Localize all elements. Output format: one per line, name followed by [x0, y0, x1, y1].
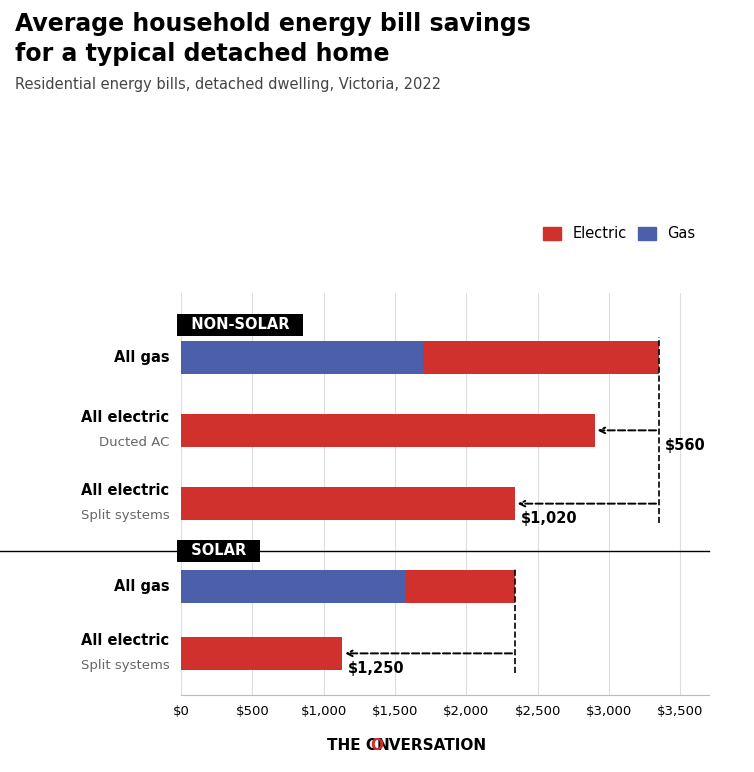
- Text: $1,250: $1,250: [348, 661, 404, 676]
- Bar: [181, 570, 406, 603]
- Text: for a typical detached home: for a typical detached home: [15, 42, 390, 66]
- Text: NVERSATION: NVERSATION: [377, 738, 487, 753]
- Text: All gas: All gas: [114, 350, 170, 364]
- Text: O: O: [370, 738, 384, 753]
- Text: Split systems: Split systems: [81, 510, 170, 523]
- Text: Average household energy bill savings: Average household energy bill savings: [15, 12, 531, 36]
- Text: All electric: All electric: [81, 483, 170, 498]
- Bar: [181, 487, 515, 520]
- Text: $560: $560: [664, 438, 705, 453]
- Bar: [181, 414, 595, 447]
- Text: THE C: THE C: [327, 738, 377, 753]
- Text: SOLAR: SOLAR: [181, 543, 256, 558]
- Bar: [406, 570, 515, 603]
- Text: NON-SOLAR: NON-SOLAR: [181, 317, 299, 332]
- Text: Split systems: Split systems: [81, 659, 170, 672]
- Text: Residential energy bills, detached dwelling, Victoria, 2022: Residential energy bills, detached dwell…: [15, 77, 441, 92]
- Bar: [181, 637, 342, 670]
- Bar: [424, 340, 659, 374]
- Bar: [181, 340, 424, 374]
- Text: All electric: All electric: [81, 632, 170, 648]
- Text: $1,020: $1,020: [520, 511, 577, 527]
- Legend: Electric, Gas: Electric, Gas: [538, 220, 701, 247]
- Text: All gas: All gas: [114, 579, 170, 594]
- Text: Ducted AC: Ducted AC: [100, 436, 170, 449]
- Text: All electric: All electric: [81, 410, 170, 425]
